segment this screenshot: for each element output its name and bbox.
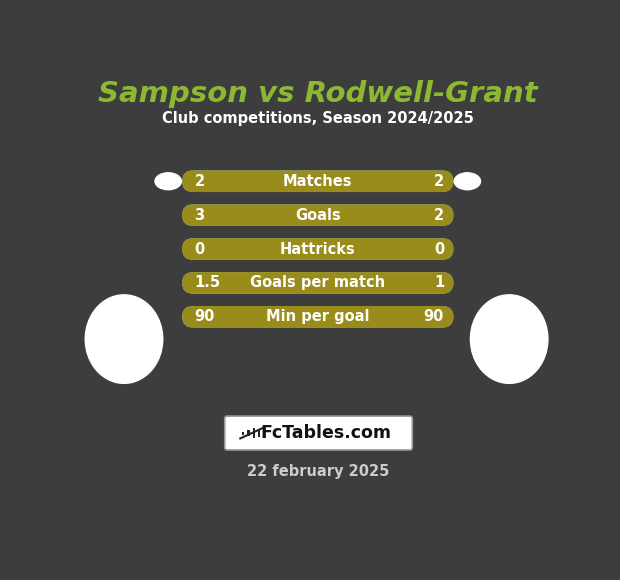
- Bar: [247, 430, 249, 436]
- FancyBboxPatch shape: [182, 238, 453, 260]
- Text: 2: 2: [434, 208, 444, 223]
- FancyBboxPatch shape: [182, 204, 453, 226]
- Text: 90: 90: [423, 309, 444, 324]
- Text: 22 february 2025: 22 february 2025: [247, 464, 389, 479]
- Text: Club competitions, Season 2024/2025: Club competitions, Season 2024/2025: [162, 111, 474, 126]
- Text: Goals per match: Goals per match: [250, 276, 385, 291]
- FancyBboxPatch shape: [182, 272, 453, 293]
- FancyBboxPatch shape: [224, 416, 412, 450]
- FancyBboxPatch shape: [182, 204, 453, 226]
- Text: FcTables.com: FcTables.com: [261, 424, 392, 442]
- FancyBboxPatch shape: [182, 171, 453, 192]
- Ellipse shape: [471, 295, 548, 383]
- Text: 0: 0: [434, 241, 444, 256]
- Text: Sampson vs Rodwell-Grant: Sampson vs Rodwell-Grant: [98, 80, 538, 108]
- Text: 2: 2: [434, 174, 444, 188]
- Bar: [253, 429, 255, 438]
- Text: Goals: Goals: [295, 208, 340, 223]
- Ellipse shape: [86, 295, 162, 383]
- Ellipse shape: [155, 173, 182, 190]
- Text: 90: 90: [195, 309, 215, 324]
- Bar: [242, 432, 244, 434]
- Text: 1: 1: [434, 276, 444, 291]
- Text: 2: 2: [195, 174, 205, 188]
- Text: Matches: Matches: [283, 174, 353, 188]
- Text: Hattricks: Hattricks: [280, 241, 356, 256]
- Ellipse shape: [454, 173, 480, 190]
- FancyBboxPatch shape: [182, 272, 453, 293]
- FancyBboxPatch shape: [182, 238, 453, 260]
- FancyBboxPatch shape: [182, 306, 453, 328]
- FancyBboxPatch shape: [182, 171, 453, 192]
- Text: Min per goal: Min per goal: [266, 309, 370, 324]
- FancyBboxPatch shape: [182, 306, 453, 328]
- Text: 1.5: 1.5: [195, 276, 221, 291]
- Text: 3: 3: [195, 208, 205, 223]
- Bar: [258, 429, 260, 437]
- Text: 0: 0: [195, 241, 205, 256]
